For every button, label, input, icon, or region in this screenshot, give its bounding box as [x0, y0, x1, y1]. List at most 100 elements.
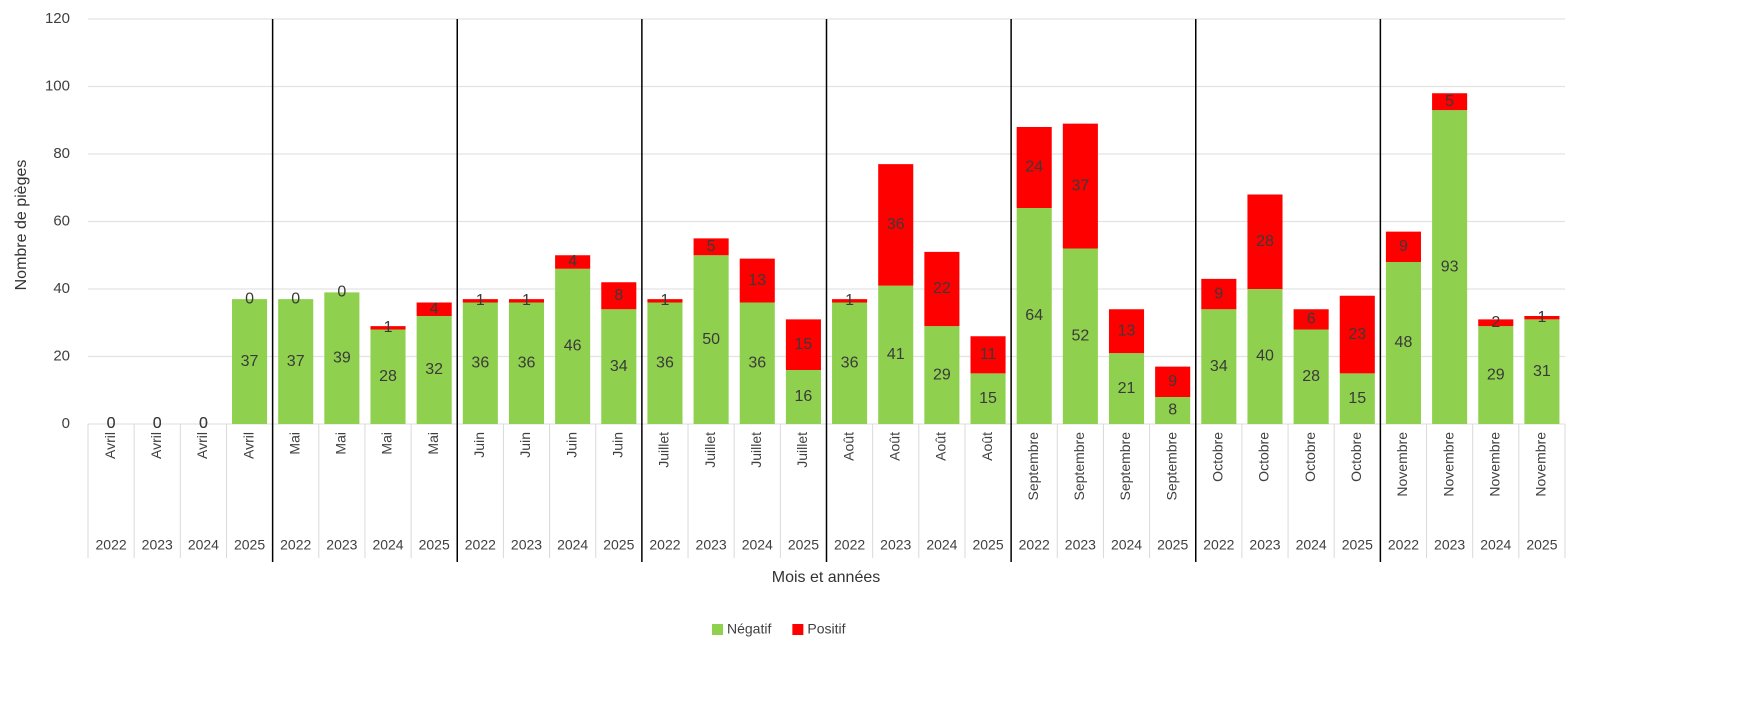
data-label: 0: [153, 415, 162, 432]
bar-segment: [1524, 319, 1560, 424]
y-tick-label: 0: [62, 415, 70, 432]
data-label: 34: [610, 358, 628, 375]
data-label: 0: [153, 415, 162, 432]
data-label: 21: [1118, 380, 1136, 397]
data-label: 37: [241, 353, 259, 370]
bar-segment: [601, 309, 637, 424]
x-tick-label: Octobre: [1348, 432, 1364, 482]
x-tick-label: Septembre: [1025, 432, 1041, 501]
data-label: 1: [661, 292, 670, 309]
bar-segment: [1062, 248, 1098, 424]
x-year-label: 2024: [1111, 537, 1142, 553]
x-tick-label: Novembre: [1486, 432, 1502, 497]
data-label: 0: [199, 415, 208, 432]
data-label: 4: [430, 300, 439, 317]
data-label: 15: [979, 390, 997, 407]
bar-segment: [462, 302, 498, 424]
x-tick-label: Novembre: [1394, 432, 1410, 497]
data-label: 34: [1210, 358, 1228, 375]
y-tick-label: 80: [53, 145, 70, 162]
x-year-label: 2023: [511, 537, 542, 553]
y-tick-label: 40: [53, 280, 70, 297]
x-tick-label: Juin: [471, 432, 487, 458]
bar-segment: [555, 268, 591, 424]
bar-segment: [1432, 110, 1468, 424]
bar-segment: [1247, 289, 1283, 424]
bar-segment: [785, 319, 821, 370]
bar-segment: [416, 316, 452, 424]
data-label: 24: [1025, 159, 1043, 176]
data-label: 0: [245, 290, 254, 307]
bar-segment: [278, 299, 314, 424]
data-label: 0: [199, 415, 208, 432]
x-year-label: 2022: [465, 537, 496, 553]
x-tick-label: Juillet: [702, 432, 718, 468]
x-tick-label: Juillet: [748, 432, 764, 468]
data-label: 15: [795, 336, 813, 353]
data-label: 41: [887, 346, 905, 363]
bar-segment: [1247, 194, 1283, 289]
data-label: 4: [568, 253, 577, 270]
data-label: 8: [1168, 402, 1177, 419]
bar-segment: [1293, 329, 1329, 424]
bar-segment: [232, 299, 268, 424]
bar-segment: [1016, 127, 1052, 208]
bar-segment: [1339, 373, 1375, 424]
data-label: 32: [425, 361, 443, 378]
bar-segment: [739, 258, 775, 303]
data-label: 0: [291, 290, 300, 307]
bar-segment: [1524, 316, 1560, 320]
x-tick-label: Novembre: [1440, 432, 1456, 497]
data-label: 1: [476, 292, 485, 309]
x-tick-label: Mai: [379, 432, 395, 455]
x-year-label: 2023: [142, 537, 173, 553]
x-tick-label: Octobre: [1302, 432, 1318, 482]
legend-label: Positif: [807, 621, 845, 637]
bar-segment: [1293, 309, 1329, 330]
data-label: 16: [795, 388, 813, 405]
bar-segment: [370, 329, 406, 424]
data-label: 31: [1533, 363, 1551, 380]
bar-segment: [924, 251, 960, 327]
x-year-label: 2025: [788, 537, 819, 553]
data-label: 0: [337, 284, 346, 301]
y-tick-label: 120: [45, 10, 70, 27]
data-label: 0: [107, 415, 116, 432]
data-label: 5: [1445, 93, 1454, 110]
data-label: 36: [748, 354, 766, 371]
data-label: 1: [845, 292, 854, 309]
data-label: 28: [1256, 233, 1274, 250]
x-tick-label: Août: [933, 432, 949, 461]
data-label: 28: [1302, 368, 1320, 385]
data-label: 64: [1025, 307, 1043, 324]
x-year-label: 2022: [834, 537, 865, 553]
bar-segment: [1108, 309, 1145, 354]
bar-segment: [1478, 319, 1514, 327]
x-tick-label: Août: [979, 432, 995, 461]
x-tick-label: Octobre: [1210, 432, 1226, 482]
bar-segment: [970, 373, 1006, 424]
bar-segment: [601, 282, 637, 310]
x-year-label: 2024: [557, 537, 588, 553]
x-tick-label: Août: [886, 432, 902, 461]
x-year-label: 2022: [1019, 537, 1050, 553]
x-tick-label: Septembre: [1117, 432, 1133, 501]
data-label: 15: [1348, 390, 1366, 407]
data-label: 2: [1491, 314, 1500, 331]
data-label: 93: [1441, 258, 1459, 275]
bar-segment: [693, 255, 729, 424]
bar-segment: [1385, 231, 1421, 262]
y-tick-label: 20: [53, 347, 70, 364]
bar-segment: [739, 302, 775, 424]
x-tick-label: Septembre: [1163, 432, 1179, 501]
x-axis-title: Mois et années: [772, 569, 881, 586]
bar-segment: [693, 238, 729, 256]
bar-segment: [1155, 397, 1191, 424]
x-tick-label: Avril: [240, 432, 256, 459]
bar-segment: [970, 336, 1006, 374]
data-label: 23: [1348, 326, 1366, 343]
x-tick-label: Septembre: [1071, 432, 1087, 501]
x-tick-label: Juillet: [656, 432, 672, 468]
x-year-label: 2023: [1249, 537, 1280, 553]
bar-segment: [555, 255, 591, 269]
